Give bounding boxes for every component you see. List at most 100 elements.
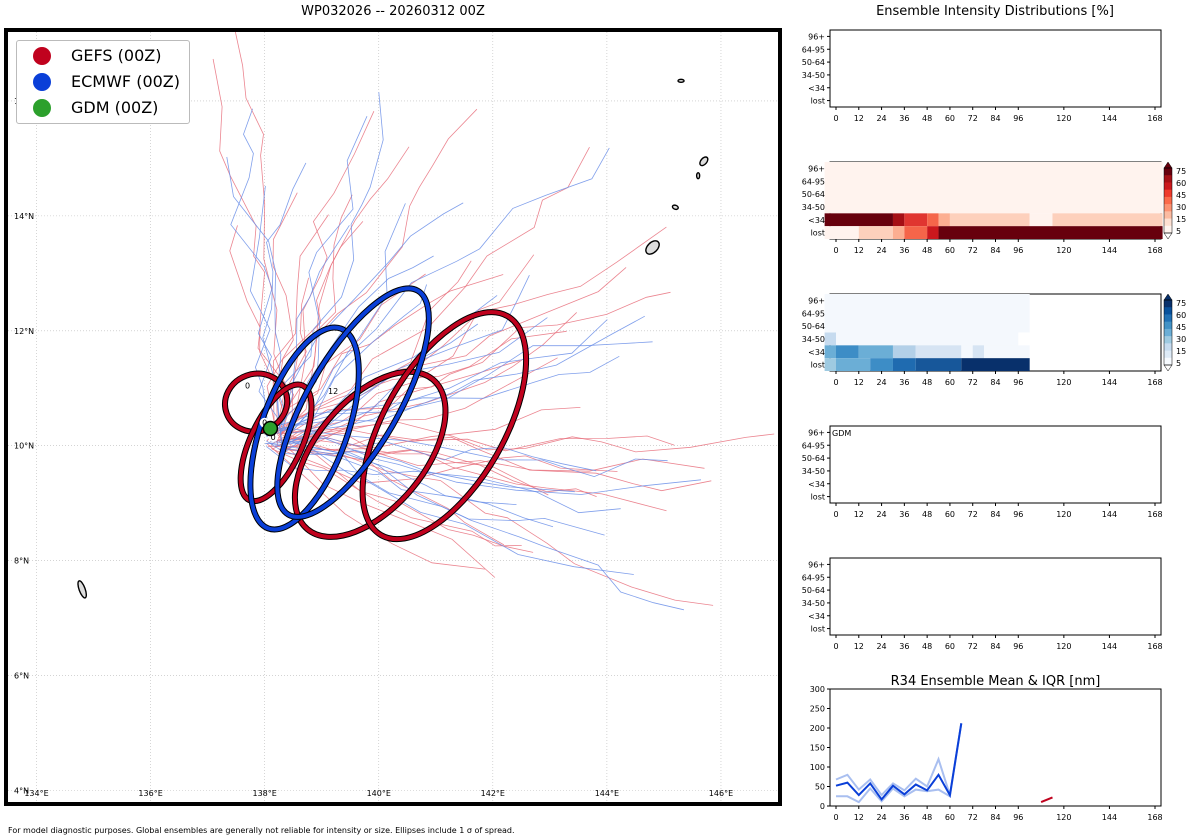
heatmap-cell xyxy=(961,358,1030,371)
panel-y-tick-label: 50-64 xyxy=(802,190,825,199)
panel-y-tick-label: lost xyxy=(811,625,825,634)
panel-x-tick-label: 144 xyxy=(1102,246,1117,255)
panel-x-tick-label: 12 xyxy=(854,378,864,387)
panel-x-tick-label: 168 xyxy=(1147,378,1162,387)
panel-y-tick-label: 64-95 xyxy=(802,309,825,318)
ecmwf-colorbar-arrow xyxy=(1163,364,1173,372)
panel-y-tick-label: 64-95 xyxy=(802,441,825,450)
panel-x-tick-label: 48 xyxy=(922,642,932,651)
legend-label: GDM (00Z) xyxy=(71,98,159,117)
ecmwf-marker-icon xyxy=(33,73,51,91)
ecmwf-colorbar-swatch xyxy=(1164,350,1172,359)
heatmap-cell xyxy=(927,226,939,239)
ecmwf-ensemble-track xyxy=(230,108,287,430)
track-map-plot: 134°E 136°E 138°E 140°E 142°E 144°E 146°E 4°N 6°… xyxy=(8,18,778,802)
panel-frame xyxy=(829,29,1162,108)
panel-x-tick-label: 144 xyxy=(1102,378,1117,387)
r34-y-tick-label: 250 xyxy=(810,705,825,714)
lat-tick-label: 12°N xyxy=(14,327,34,336)
panel-y-tick-label: 34-50 xyxy=(802,71,825,80)
panel-x-tick-label: 48 xyxy=(922,378,932,387)
gefs-colorbar-arrow xyxy=(1163,161,1173,169)
island xyxy=(699,156,709,167)
r34-x-tick-label: 168 xyxy=(1147,813,1162,822)
heatmap-cell xyxy=(836,332,1019,346)
r34-x-tick-label: 24 xyxy=(876,813,886,822)
heatmap-cell xyxy=(824,332,836,346)
ecmwf-colorbar-arrow xyxy=(1163,293,1173,301)
heatmap-cell xyxy=(858,226,893,239)
ecmwf-ensemble-track xyxy=(282,275,530,445)
r34-title: R34 Ensemble Mean & IQR [nm] xyxy=(891,674,1101,689)
panel-y-tick-label: lost xyxy=(811,97,825,106)
panel-y-tick-label: 96+ xyxy=(808,560,825,569)
panel-y-tick-label: 50-64 xyxy=(802,58,825,67)
panel-y-tick-label: 34-50 xyxy=(802,203,825,212)
gefs-ensemble-track xyxy=(274,312,577,447)
heatmap-cell xyxy=(904,226,928,239)
intensity-panels-title: Ensemble Intensity Distributions [%] xyxy=(876,4,1114,19)
panel-x-tick-label: 72 xyxy=(968,510,978,519)
legend-label: GEFS (00Z) xyxy=(71,46,162,65)
heatmap-cell xyxy=(824,226,859,239)
lon-tick-label: 136°E xyxy=(138,789,162,798)
lon-tick-label: 138°E xyxy=(253,789,277,798)
ecmwf-colorbar-swatch xyxy=(1164,307,1172,315)
ellipse-hour-label: 0 xyxy=(245,381,250,390)
panel-x-tick-label: 120 xyxy=(1056,378,1071,387)
intensity-panels: 96+ 64-95 50-64 34-50 <34 lost 0 12 24 36 48 60 72 84… xyxy=(802,29,1186,822)
colorbar-tick-label: 75 xyxy=(1176,167,1186,176)
panel-x-tick-label: 72 xyxy=(968,642,978,651)
heatmap-cell xyxy=(836,345,859,359)
panel-x-tick-label: 0 xyxy=(833,510,838,519)
gefs-ensemble-track xyxy=(283,448,505,546)
heatmap-cell xyxy=(892,213,905,227)
heatmap-cell xyxy=(824,162,1163,214)
gefs-ensemble-track xyxy=(266,430,496,578)
ecmwf-ensemble-track xyxy=(265,428,668,478)
gefs-colorbar-swatch xyxy=(1164,168,1172,176)
panel-x-tick-label: 24 xyxy=(876,378,886,387)
panel-y-tick-label: 96+ xyxy=(808,428,825,437)
ecmwf-colorbar-swatch xyxy=(1164,300,1172,308)
gefs-ensemble-track xyxy=(275,111,375,442)
gefs-mean-line xyxy=(1040,796,1053,804)
r34-x-tick-label: 120 xyxy=(1056,813,1071,822)
panel-x-tick-label: 60 xyxy=(945,246,955,255)
heatmap-cell xyxy=(938,213,950,227)
panel-x-tick-label: 36 xyxy=(899,246,909,255)
gefs-ensemble-track xyxy=(282,434,675,452)
heatmap-cell xyxy=(915,358,962,371)
island xyxy=(645,240,660,255)
panel-x-tick-label: 96 xyxy=(1013,378,1023,387)
colorbar-tick-label: 60 xyxy=(1176,311,1186,320)
r34-x-tick-label: 84 xyxy=(990,813,1000,822)
heatmap-cell xyxy=(972,345,985,359)
panel-x-tick-label: 72 xyxy=(968,114,978,123)
r34-y-tick-label: 100 xyxy=(810,763,825,772)
r34-x-tick-label: 144 xyxy=(1102,813,1117,822)
ecmwf-ensemble-track xyxy=(284,448,554,528)
ecmwf-ensemble-track xyxy=(249,185,271,440)
ecmwf-colorbar-frame xyxy=(1163,299,1173,366)
ecmwf-ensemble-track xyxy=(266,446,621,514)
panel-y-tick-label: 64-95 xyxy=(802,177,825,186)
panel-x-tick-label: 84 xyxy=(990,378,1000,387)
panel-x-tick-label: 96 xyxy=(1013,642,1023,651)
ecmwf-spread-ellipse xyxy=(275,286,431,519)
colorbar-tick-label: 30 xyxy=(1176,335,1186,344)
panel-y-tick-label: 34-50 xyxy=(802,599,825,608)
ecmwf-colorbar-swatch xyxy=(1164,328,1172,337)
ecmwf-ensemble-track xyxy=(268,319,608,430)
panel-x-tick-label: 168 xyxy=(1147,114,1162,123)
ecmwf-ensemble-track xyxy=(265,440,634,575)
gefs-ensemble-track xyxy=(275,291,671,443)
r34-y-tick-label: 150 xyxy=(810,744,825,753)
lon-tick-label: 144°E xyxy=(595,789,619,798)
gefs-ensemble-track xyxy=(282,448,714,606)
gefs-colorbar-swatch xyxy=(1164,189,1172,198)
panel-x-tick-label: 144 xyxy=(1102,642,1117,651)
panel-x-tick-label: 72 xyxy=(968,246,978,255)
ecmwf-colorbar-swatch xyxy=(1164,314,1172,323)
panel-x-tick-label: 84 xyxy=(990,642,1000,651)
